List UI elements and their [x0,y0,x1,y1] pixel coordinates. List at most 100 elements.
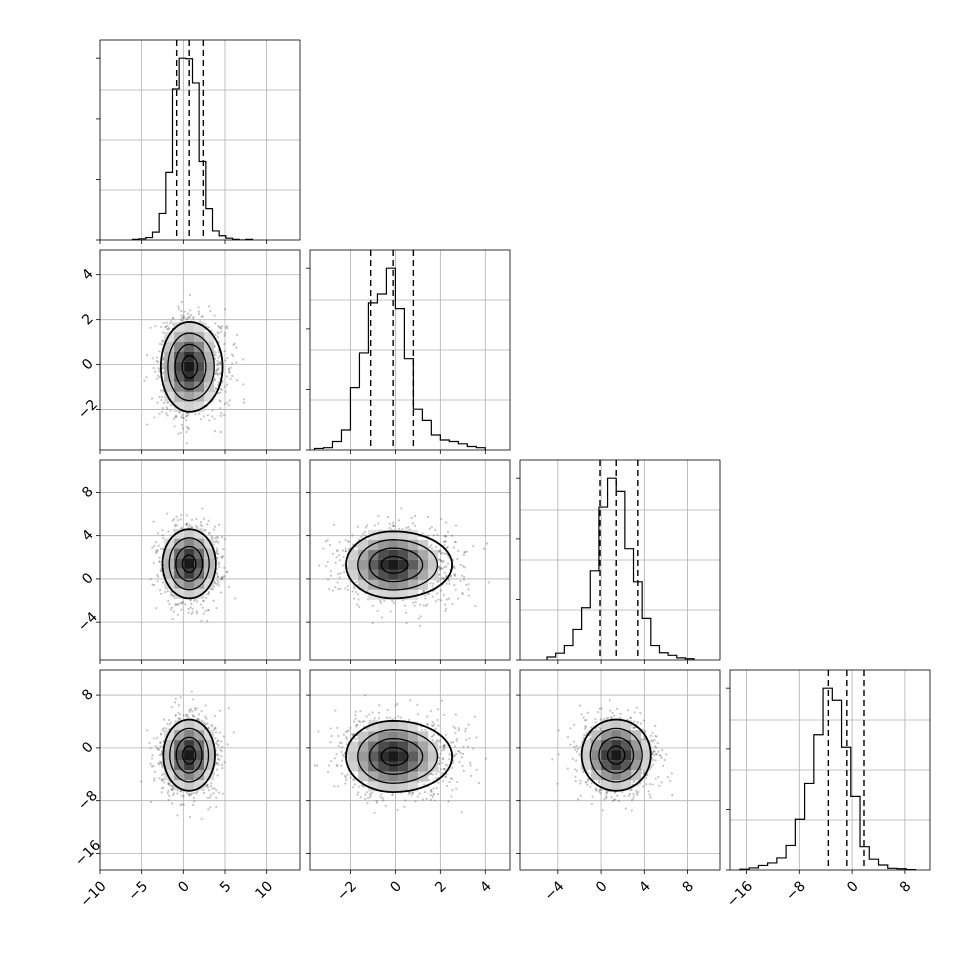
scatter-point [222,548,225,551]
scatter-point [454,588,457,591]
scatter-point [185,419,188,422]
scatter-point [206,796,209,799]
scatter-point [451,602,454,605]
density-cell [174,568,185,579]
scatter-point [176,792,179,795]
scatter-point [160,750,164,753]
density-cell [184,331,195,342]
scatter-point [428,545,432,548]
density-cell [418,549,429,560]
scatter-point [185,713,188,716]
scatter-point [217,351,220,354]
scatter-point [227,368,230,371]
scatter-point [236,379,239,382]
scatter-point [208,532,211,535]
scatter-point [196,790,199,794]
density-cell [358,579,369,590]
scatter-point [211,409,214,412]
scatter-point [463,551,466,554]
density-cell [194,548,205,559]
scatter-point [179,431,182,434]
scatter-point [185,514,189,517]
density-cell [418,579,429,590]
scatter-point [185,415,188,418]
scatter-point [215,387,218,390]
y-tick-label: 4 [79,266,97,284]
scatter-point [434,528,437,532]
scatter-point [447,597,451,600]
scatter-point [344,547,347,550]
scatter-point [206,593,209,596]
scatter-point [200,619,203,623]
scatter-point [161,362,165,365]
density-cell [174,558,185,569]
scatter-point [424,594,427,597]
scatter-point [452,565,455,568]
density-cell [398,589,409,600]
scatter-point [189,606,192,609]
scatter-point [180,803,183,806]
scatter-point [444,535,447,538]
scatter-point [158,370,161,373]
scatter-point [218,399,221,402]
density-cell [408,539,419,550]
scatter-point [226,570,229,573]
scatter-point [422,589,426,593]
scatter-point [341,549,345,552]
density-cell [184,528,195,539]
scatter-point [174,714,177,717]
scatter-point [485,542,489,545]
scatter-point [166,589,169,593]
scatter-point [180,416,183,419]
scatter-point [216,573,219,576]
scatter-point [440,517,443,521]
scatter-point [371,621,374,625]
scatter-point [158,588,162,592]
scatter-point [218,565,221,569]
scatter-point [427,592,431,596]
scatter-point [171,593,174,596]
scatter-point [172,793,175,797]
scatter-point [231,374,234,377]
scatter-point [242,398,246,401]
scatter-point [214,351,217,354]
scatter-point [185,522,188,526]
scatter-point [219,578,222,581]
scatter-point [338,554,341,557]
scatter-point [220,327,223,330]
scatter-point [328,543,332,547]
scatter-point [422,589,425,592]
scatter-point [190,792,193,795]
density-cell [194,538,205,549]
scatter-point [185,524,188,527]
scatter-point [391,524,394,527]
scatter-point [324,540,327,543]
scatter-point [193,800,196,803]
scatter-point [216,753,219,756]
density-cell [368,549,379,560]
contour-level [345,530,454,600]
scatter-point [386,515,390,519]
scatter-point [159,569,162,572]
scatter-point [444,540,447,543]
scatter-point [228,371,231,374]
scatter-point [201,507,204,510]
scatter-point [234,597,237,600]
scatter-point [226,401,229,404]
scatter-point [160,760,163,764]
scatter-point [218,561,221,564]
scatter-point [242,401,245,404]
scatter-point [436,592,439,595]
scatter-point [174,414,178,417]
scatter-point [167,599,170,603]
scatter-point [161,406,164,410]
density-cell [184,538,195,549]
scatter-point [226,327,229,330]
y-tick-label: 0 [79,570,97,588]
contour-level [174,343,207,390]
scatter-point [419,603,422,606]
density-cell [184,361,195,372]
scatter-point [149,326,152,329]
scatter-point [215,550,218,553]
scatter-point [392,524,395,528]
